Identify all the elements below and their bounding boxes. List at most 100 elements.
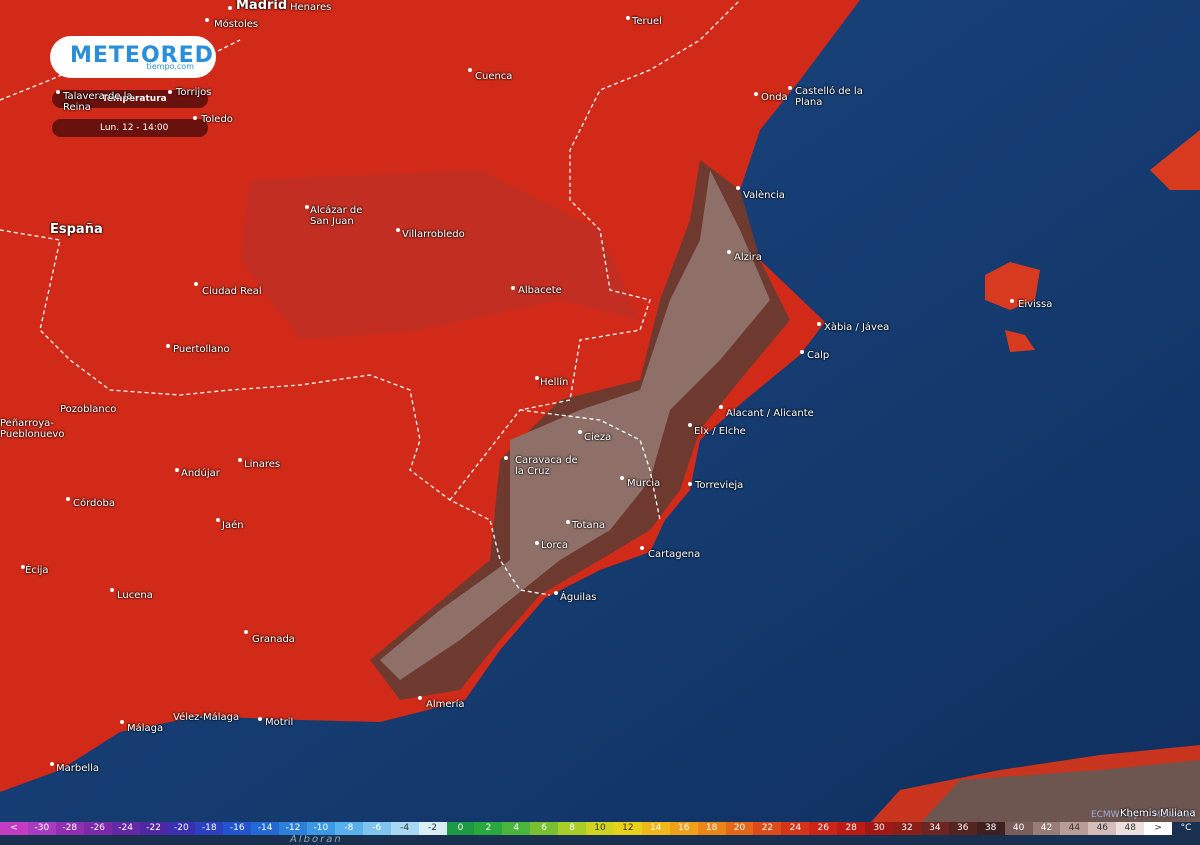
place-label: Xàbia / Jávea <box>824 322 890 333</box>
place-label: Jaén <box>222 520 244 531</box>
place-label: Motril <box>265 717 294 728</box>
place-label: Ciudad Real <box>202 286 262 297</box>
place-dot <box>193 116 197 120</box>
legend-cell: 10 <box>586 822 614 835</box>
legend-cell: -24 <box>111 822 140 835</box>
legend-cell: -18 <box>195 822 224 835</box>
legend-cell: 16 <box>669 822 698 835</box>
place-label: Torrijos <box>176 87 212 98</box>
legend-cell: -20 <box>167 822 196 835</box>
legend-cell: 44 <box>1060 822 1089 835</box>
legend-cell: -28 <box>55 822 84 835</box>
place-dot <box>120 720 124 724</box>
place-dot <box>640 546 644 550</box>
legend-cell: 8 <box>558 822 587 835</box>
place-label: Onda <box>761 92 788 103</box>
place-label: Madrid <box>236 0 288 13</box>
place-dot <box>535 541 539 545</box>
layer-label: Temperatura <box>52 90 208 108</box>
legend-cell: 12 <box>613 822 642 835</box>
place-dot <box>66 497 70 501</box>
place-dot <box>754 92 758 96</box>
place-label: Peñarroya-Pueblonuevo <box>0 418 65 440</box>
legend-cell: 38 <box>976 822 1005 835</box>
place-dot <box>1010 299 1014 303</box>
place-label: Lucena <box>117 590 153 601</box>
land-iberia <box>0 0 860 792</box>
legend-cell: °C <box>1180 823 1192 833</box>
legend-cell: 42 <box>1032 822 1061 835</box>
legend-cell: 36 <box>948 822 977 835</box>
legend-cell: -8 <box>334 822 363 835</box>
place-dot <box>216 518 220 522</box>
place-label: Puertollano <box>173 344 230 355</box>
place-label: Henares <box>290 2 332 13</box>
legend-cell: 6 <box>530 822 559 835</box>
land-hot <box>380 170 770 680</box>
legend-cell: -30 <box>27 822 56 835</box>
place-label: Castelló de la Plana <box>795 86 863 108</box>
place-dot <box>719 405 723 409</box>
place-dot <box>56 90 60 94</box>
logo-name: METEORED <box>70 43 214 68</box>
place-dot <box>168 90 172 94</box>
legend-cell: -26 <box>83 822 112 835</box>
place-label: Almería <box>426 699 465 710</box>
legend-cell: 28 <box>837 822 866 835</box>
place-label: Alzira <box>734 252 762 263</box>
place-label: Lorca <box>541 540 569 551</box>
legend-cell: 48 <box>1116 822 1145 835</box>
legend-cell: 40 <box>1004 822 1033 835</box>
place-label: Talavera de la Reina <box>63 91 133 113</box>
legend-cell: -14 <box>251 822 280 835</box>
place-dot <box>418 696 422 700</box>
legend-cell: 2 <box>474 822 503 835</box>
place-label: Málaga <box>127 723 164 734</box>
place-label: Vélez-Málaga <box>173 712 240 723</box>
place-label: Torrevieja <box>695 480 744 491</box>
legend-cell: 4 <box>502 822 531 835</box>
legend-cell: > <box>1144 822 1173 835</box>
place-label: Alacant / Alicante <box>726 408 814 419</box>
place-dot <box>800 350 804 354</box>
legend-cell: -2 <box>418 822 447 835</box>
place-dot <box>817 322 821 326</box>
place-dot <box>620 476 624 480</box>
legend-cell: < <box>0 822 28 835</box>
legend-cell: 46 <box>1088 822 1117 835</box>
legend-cell: 26 <box>809 822 838 835</box>
land-interior <box>240 170 640 340</box>
place-label: Teruel <box>632 16 662 27</box>
place-label: Cartagena <box>648 549 701 560</box>
mallorca <box>1150 130 1200 190</box>
place-label: Alcázar de San Juan <box>310 205 363 227</box>
place-dot <box>727 250 731 254</box>
place-label: Calp <box>807 350 830 361</box>
place-label: Cieza <box>584 432 612 443</box>
place-dot <box>788 86 792 90</box>
place-dot <box>238 458 242 462</box>
place-label: Elx / Elche <box>694 426 746 437</box>
place-dot <box>244 630 248 634</box>
legend-cell: 30 <box>865 822 894 835</box>
place-label: València <box>743 190 785 201</box>
place-label: Toledo <box>201 114 233 125</box>
place-label: España <box>50 222 103 237</box>
place-dot <box>566 520 570 524</box>
legend-cell: 0 <box>446 822 475 835</box>
legend-cell: 32 <box>893 822 921 835</box>
legend-cell: -16 <box>223 822 252 835</box>
place-label: Hellín <box>540 377 569 388</box>
place-dot <box>194 282 198 286</box>
place-dot <box>21 565 25 569</box>
place-dot <box>305 205 309 209</box>
place-dot <box>258 717 262 721</box>
legend-cell: -6 <box>362 822 391 835</box>
place-dot <box>688 482 692 486</box>
place-label: Khemis Miliana <box>1120 808 1196 819</box>
logo-site: tiempo.com <box>146 62 194 71</box>
place-label: Totana <box>572 520 606 531</box>
place-dot <box>50 762 54 766</box>
legend-cell: -4 <box>390 822 419 835</box>
